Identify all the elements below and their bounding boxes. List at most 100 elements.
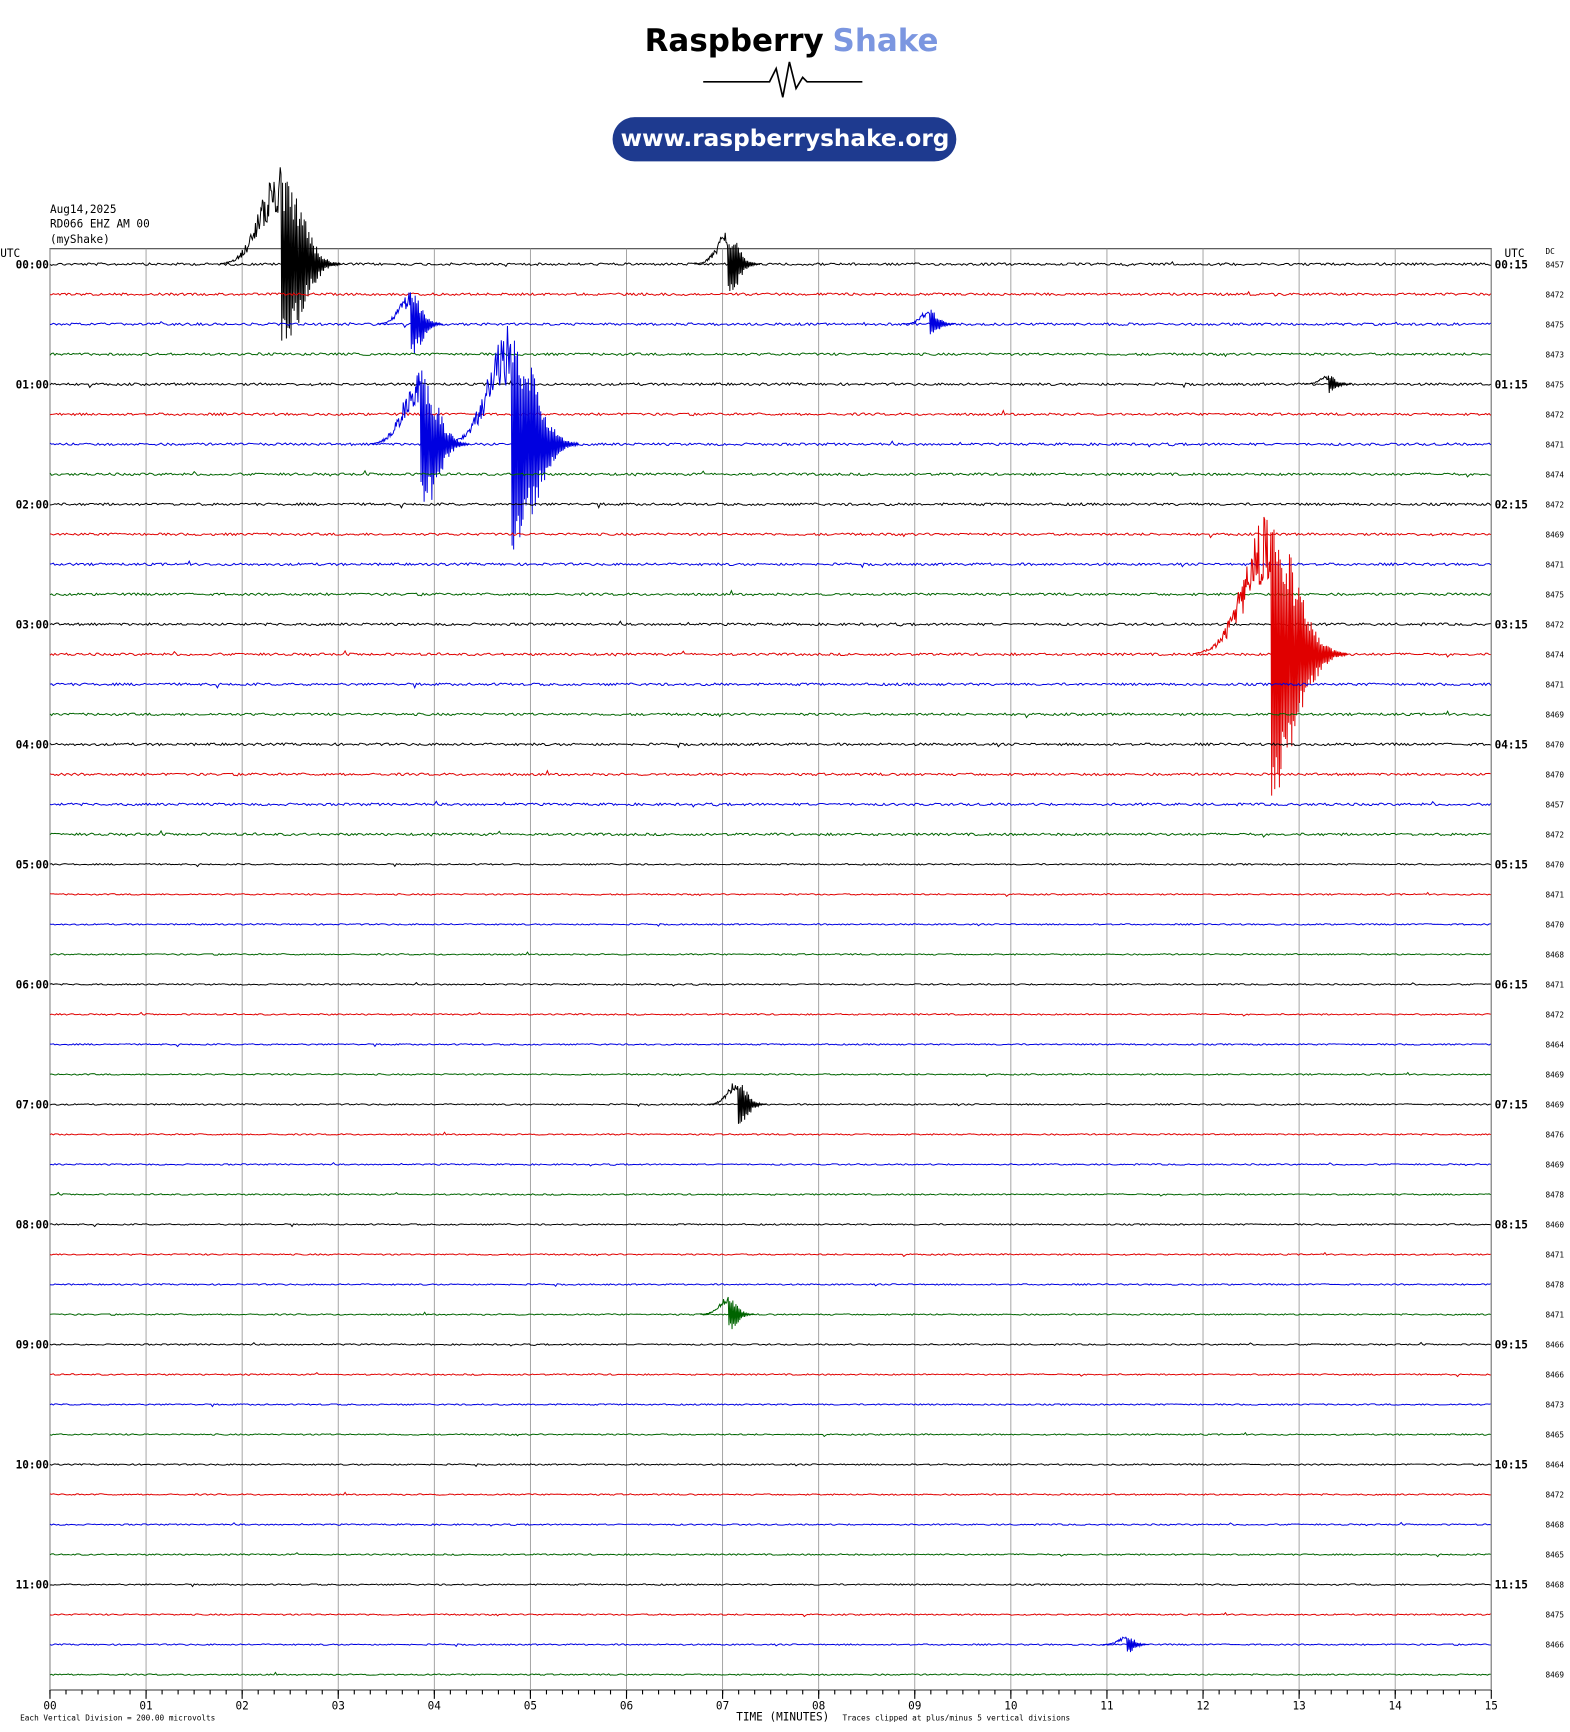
x-label: TIME (MINUTES) [736,1711,829,1724]
dc-value: 8468 [1545,1521,1564,1530]
right-time-label: 06:15 [1495,978,1528,991]
trace [49,1161,1491,1167]
network: (myShake) [50,233,110,246]
trace [49,589,1492,597]
x-tick-label: 14 [1389,1700,1403,1713]
trace [49,951,1491,956]
trace [49,1251,1491,1258]
trace [49,1372,1491,1378]
dc-value: 8469 [1545,1071,1564,1080]
trace [49,1671,1491,1676]
dc-value: 8470 [1545,740,1564,749]
event [707,1083,767,1124]
dc-value: 8475 [1545,380,1564,389]
trace [49,1283,1491,1288]
left-time-label: 01:00 [16,378,49,391]
trace [49,863,1491,868]
trace [49,1011,1491,1017]
dc-value: 8473 [1545,1401,1564,1410]
event [369,370,470,502]
trace [49,710,1491,719]
event [219,167,341,341]
dc-value: 8471 [1545,980,1564,989]
trace [49,1311,1491,1316]
trace [49,1103,1491,1107]
left-time-label: 09:00 [16,1339,49,1352]
left-time-label: 07:00 [16,1099,49,1112]
brand-dark: Raspberry [645,23,824,59]
dc-value: 8471 [1545,560,1564,569]
left-time-label: 03:00 [16,618,49,631]
trace [49,1463,1491,1468]
trace [49,440,1492,448]
dc-value: 8466 [1545,1641,1564,1650]
trace [49,320,1492,329]
dc-value: 8460 [1545,1221,1564,1230]
trace [49,1403,1491,1408]
dc-value: 8476 [1545,1131,1564,1140]
brand-light: Shake [833,23,939,59]
url: www.raspberryshake.org [621,125,950,152]
dc-value: 8464 [1545,1041,1564,1050]
dc-value: 8466 [1545,1371,1564,1380]
date: Aug14,2025 [50,203,117,216]
trace [49,1191,1491,1197]
dc-value: 8474 [1545,470,1564,479]
url-pill [612,117,957,162]
trace [49,260,1491,268]
dc-value: 8470 [1545,920,1564,929]
dc-value: 8472 [1545,620,1564,629]
dc-value: 8472 [1545,830,1564,839]
trace [49,1583,1491,1588]
left-time-label: 02:00 [16,498,49,511]
x-tick-label: 12 [1196,1700,1209,1713]
trace [49,682,1492,690]
trace [49,923,1491,927]
right-time-label: 01:15 [1495,378,1528,391]
dc-value: 8471 [1545,1251,1564,1260]
trace [49,829,1491,838]
event [700,1296,755,1330]
dc-value: 8465 [1545,1551,1564,1560]
event [1192,516,1348,796]
trace [49,1131,1491,1136]
dc-value: 8468 [1545,950,1564,959]
trace [49,981,1491,987]
x-tick-label: 03 [332,1700,345,1713]
right-time-label: 05:15 [1495,858,1528,871]
dc-value: 8470 [1545,770,1564,779]
left-time-label: 06:00 [16,978,49,991]
right-time-label: 11:15 [1495,1579,1528,1592]
x-tick-label: 06 [620,1700,633,1713]
x-tick-label: 08 [812,1700,825,1713]
trace [49,769,1491,777]
trace [49,1491,1491,1496]
plot-frame [49,248,1492,1691]
dc-value: 8468 [1545,1581,1564,1590]
trace [49,800,1492,808]
dc-value: 8475 [1545,320,1564,329]
dc-value: 8471 [1545,1311,1564,1320]
event [377,292,444,355]
right-time-label: 02:15 [1495,498,1528,511]
event [694,232,761,292]
dc-value: 8472 [1545,500,1564,509]
dc-value: 8478 [1545,1281,1564,1290]
trace [49,620,1491,628]
event [443,325,580,550]
x-tick-label: 13 [1292,1700,1305,1713]
right-time-label: 09:15 [1495,1339,1528,1352]
dc-value: 8457 [1545,260,1564,269]
trace [49,1223,1491,1228]
x-tick-label: 01 [139,1700,152,1713]
dc-value: 8464 [1545,1461,1564,1470]
left-time-label: 04:00 [16,738,49,751]
dc-value: 8469 [1545,1161,1564,1170]
x-tick-label: 00 [43,1700,56,1713]
left-time-label: 08:00 [16,1219,49,1232]
logo-wave [703,61,863,98]
dc-value: 8475 [1545,590,1564,599]
clip-note: Traces clipped at plus/minus 5 vertical … [842,1714,1070,1723]
dc-value: 8469 [1545,530,1564,539]
dc-value: 8469 [1545,710,1564,719]
